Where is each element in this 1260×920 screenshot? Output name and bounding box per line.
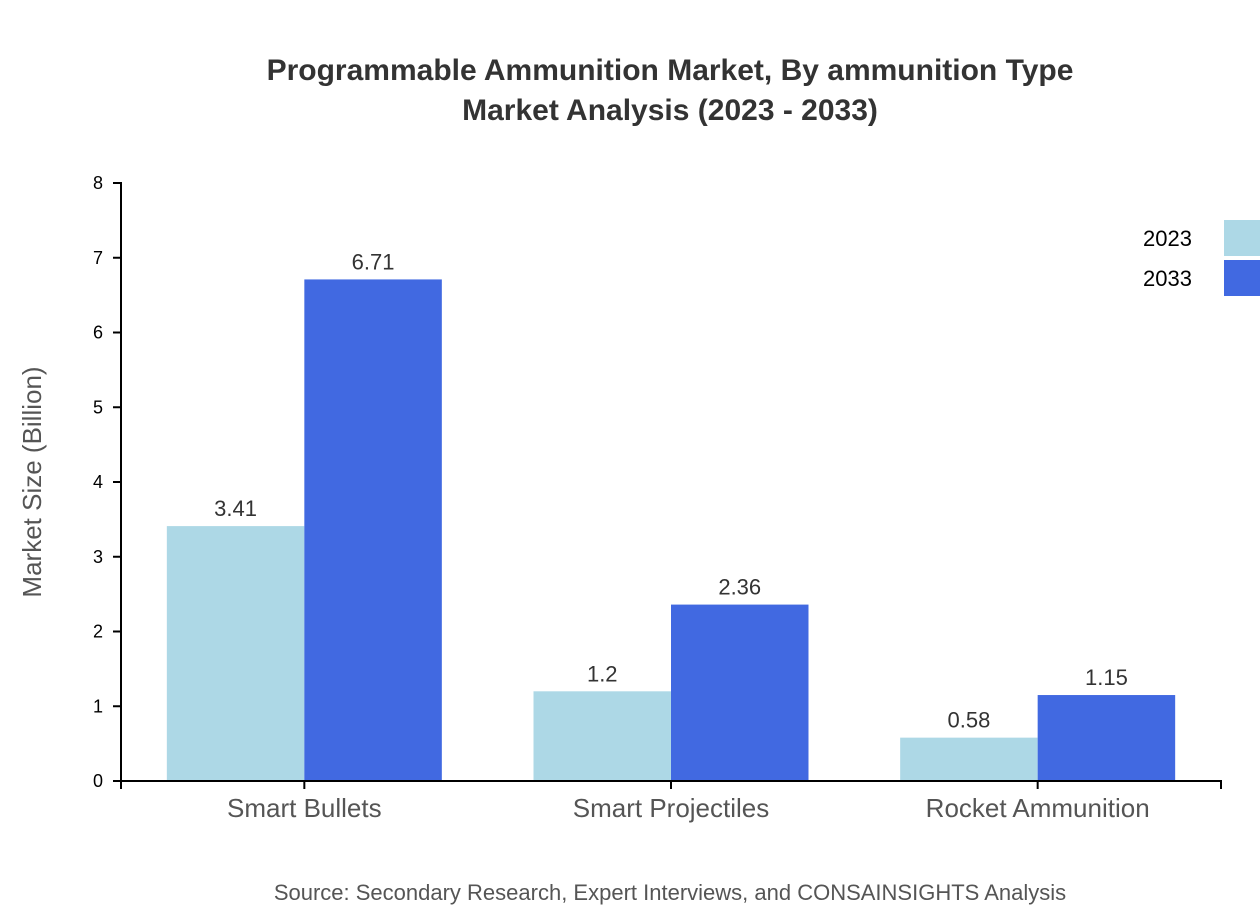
legend: 2023 2033: [1143, 220, 1260, 296]
bar-2023-smart-projectiles: [533, 691, 671, 781]
y-tick-label: 3: [93, 547, 103, 567]
legend-label: 2033: [1143, 266, 1192, 291]
x-axis-line: [120, 780, 1222, 789]
y-axis-label: Market Size (Billion): [17, 366, 47, 597]
y-tick-label: 0: [93, 771, 103, 791]
bar-2023-smart-bullets: [166, 526, 305, 781]
y-tick-label: 8: [93, 173, 103, 193]
bar-2033-smart-bullets: [304, 279, 442, 781]
data-label: 1.15: [1085, 665, 1128, 690]
bar-2033-smart-projectiles: [671, 604, 809, 781]
y-tick-label: 4: [93, 472, 103, 492]
chart-title: Programmable Ammunition Market, By ammun…: [267, 54, 1074, 87]
data-label: 6.71: [352, 249, 395, 274]
x-axis: Smart Bullets Smart Projectiles Rocket Amm…: [120, 780, 1222, 823]
data-label: 0.58: [948, 708, 991, 733]
y-tick-label: 1: [93, 696, 103, 716]
source-note: Source: Secondary Research, Expert Inter…: [274, 880, 1066, 905]
data-label: 1.2: [587, 661, 618, 686]
bar-2033-rocket-ammunition: [1037, 695, 1176, 781]
data-label: 3.41: [214, 496, 257, 521]
y-axis: 0 1 2 3 4 5 6 7 8: [93, 173, 122, 791]
bar-2023-rocket-ammunition: [900, 737, 1038, 781]
y-tick-label: 7: [93, 248, 103, 268]
x-tick-label: Smart Bullets: [227, 793, 382, 823]
data-label: 2.36: [718, 575, 761, 600]
y-tick-label: 2: [93, 622, 103, 642]
chart-subtitle: Market Analysis (2023 - 2033): [462, 94, 878, 127]
x-tick-label: Rocket Ammunition: [926, 793, 1150, 823]
legend-swatch: [1224, 260, 1260, 296]
y-tick-label: 6: [93, 323, 103, 343]
y-tick-label: 5: [93, 397, 103, 417]
legend-label: 2023: [1143, 226, 1192, 251]
legend-swatch: [1224, 220, 1260, 256]
x-tick-label: Smart Projectiles: [573, 793, 770, 823]
